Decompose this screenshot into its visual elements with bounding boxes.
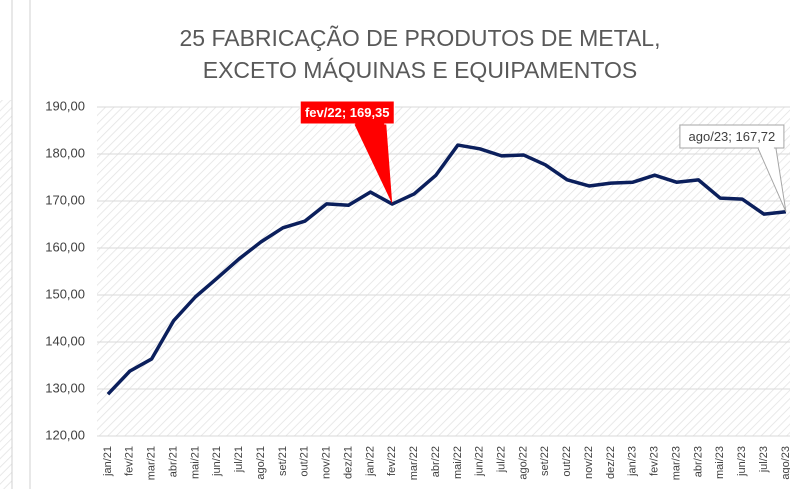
x-tick-label: dez/21 xyxy=(342,446,354,479)
y-tick-label: 170,00 xyxy=(45,192,85,207)
y-tick-label: 130,00 xyxy=(45,380,85,395)
x-tick-label: out/22 xyxy=(561,446,573,477)
y-tick-label: 120,00 xyxy=(45,427,85,442)
x-tick-label: jun/22 xyxy=(474,446,486,477)
x-tick-label: abr/22 xyxy=(430,446,442,477)
x-tick-label: mar/22 xyxy=(408,446,420,480)
x-tick-label: set/21 xyxy=(277,446,289,476)
x-tick-label: jul/21 xyxy=(233,446,245,473)
x-tick-label: fev/23 xyxy=(649,446,661,476)
x-tick-label: nov/21 xyxy=(321,446,333,479)
x-tick-label: nov/22 xyxy=(583,446,595,479)
x-tick-label: jul/23 xyxy=(758,446,770,473)
x-tick-label: fev/21 xyxy=(124,446,136,476)
callout-box xyxy=(299,100,395,125)
x-tick-label: jun/23 xyxy=(736,446,748,477)
x-tick-label: ago/23 xyxy=(780,446,790,480)
x-tick-label: set/22 xyxy=(539,446,551,476)
x-tick-label: mar/23 xyxy=(670,446,682,480)
data-line xyxy=(106,143,787,396)
x-tick-label: fev/22 xyxy=(386,446,398,476)
x-tick-label: mar/21 xyxy=(146,446,158,480)
x-tick-label: abr/23 xyxy=(692,446,704,477)
y-tick-label: 160,00 xyxy=(45,239,85,254)
x-tick-label: jun/21 xyxy=(211,446,223,477)
x-tick-label: ago/21 xyxy=(255,446,267,480)
callout-pointer xyxy=(354,124,393,205)
data-label: fev/22; 169,35 xyxy=(305,105,390,120)
chart-title: 25 FABRICAÇÃO DE PRODUTOS DE METAL, EXCE… xyxy=(179,25,661,83)
y-tick-label: 140,00 xyxy=(45,333,85,348)
x-tick-label: jan/23 xyxy=(627,446,639,477)
side-panel xyxy=(0,100,12,489)
x-tick-label: abr/21 xyxy=(167,446,179,477)
callout-box xyxy=(679,124,785,149)
x-tick-label: mai/23 xyxy=(714,446,726,479)
x-tick-label: dez/22 xyxy=(605,446,617,479)
x-tick-label: jan/21 xyxy=(102,446,114,477)
x-tick-label: jul/22 xyxy=(496,446,508,473)
x-tick-label: mai/22 xyxy=(452,446,464,479)
data-label: ago/23; 167,72 xyxy=(689,129,776,144)
plot-area xyxy=(97,107,790,436)
y-tick-label: 190,00 xyxy=(45,98,85,113)
callout-cover xyxy=(758,146,774,149)
x-tick-label: out/21 xyxy=(299,446,311,477)
x-tick-label: ago/22 xyxy=(517,446,529,480)
y-tick-label: 150,00 xyxy=(45,286,85,301)
x-tick-label: jan/22 xyxy=(364,446,376,477)
x-tick-label: mai/21 xyxy=(189,446,201,479)
callout-cover xyxy=(355,122,385,125)
y-tick-label: 180,00 xyxy=(45,145,85,160)
